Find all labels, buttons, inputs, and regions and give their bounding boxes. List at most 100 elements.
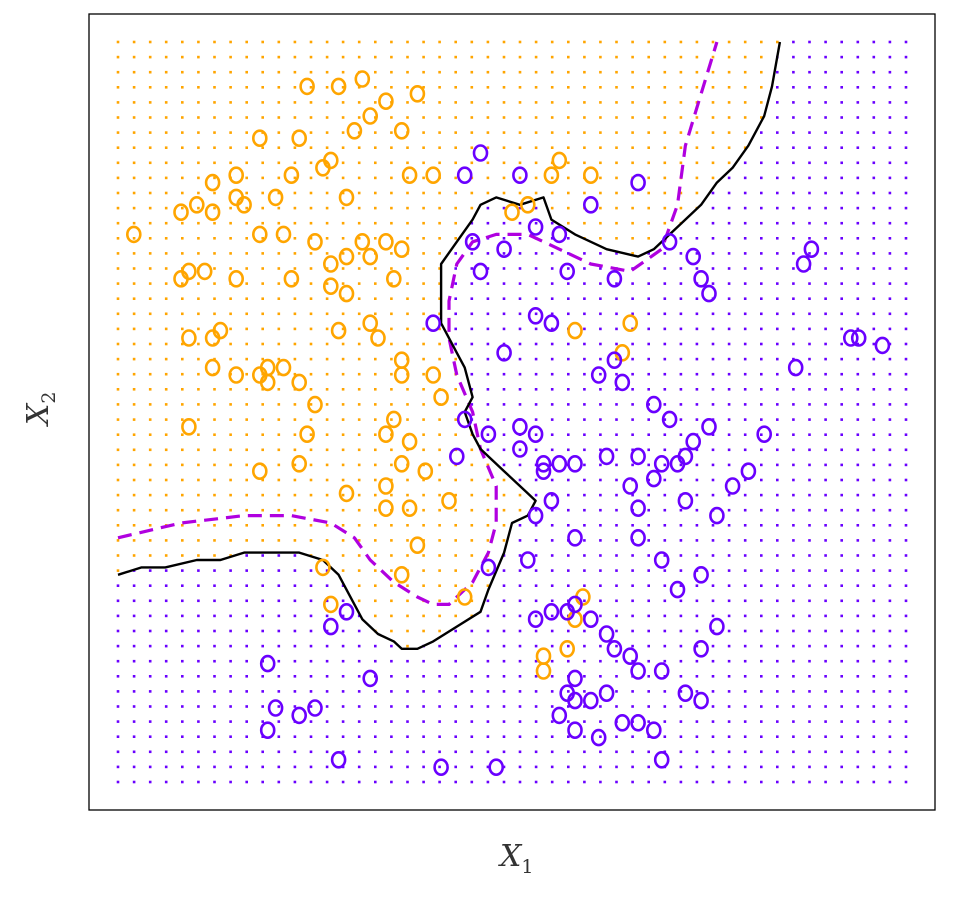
grid-dot: [679, 720, 683, 723]
grid-dot: [422, 327, 425, 331]
grid-dot: [148, 55, 152, 59]
blue-point: [448, 447, 465, 466]
grid-dot: [245, 267, 248, 270]
grid-dot: [132, 675, 136, 678]
grid-dot: [856, 297, 860, 300]
grid-dot: [261, 161, 264, 165]
blue-point: [756, 425, 773, 444]
blue-point: [535, 454, 552, 473]
grid-dot: [293, 554, 297, 557]
grid-dot: [695, 86, 699, 89]
blue-point: [693, 691, 709, 710]
grid-dot: [486, 161, 490, 165]
grid-dot: [631, 388, 634, 391]
grid-dot: [309, 327, 313, 331]
grid-dot: [840, 524, 843, 527]
grid-dot: [518, 55, 522, 59]
blue-point: [622, 647, 639, 666]
grid-dot: [550, 297, 554, 300]
grid-dot: [438, 675, 441, 678]
grid-dot: [856, 252, 860, 255]
grid-dot: [132, 644, 136, 648]
blue-point: [472, 144, 489, 162]
grid-dot: [534, 206, 538, 210]
grid-dot: [824, 327, 827, 331]
grid-dot: [776, 297, 779, 300]
grid-dot: [116, 644, 120, 648]
grid-dot: [148, 221, 152, 225]
grid-dot: [776, 675, 779, 678]
grid-dot: [599, 388, 602, 391]
grid-dot: [213, 252, 216, 255]
grid-dot: [663, 312, 667, 316]
grid-dot: [776, 70, 779, 74]
grid-dot: [470, 644, 474, 648]
grid-dot: [213, 720, 216, 723]
grid-dot: [422, 297, 425, 300]
grid-dot: [325, 388, 329, 391]
grid-dot: [856, 342, 860, 346]
grid-dot: [116, 584, 120, 587]
grid-dot: [695, 735, 699, 738]
grid-dot: [727, 599, 731, 603]
grid-dot: [325, 418, 329, 421]
grid-dot: [245, 629, 248, 633]
x-axis-label-sub: 1: [521, 856, 533, 878]
grid-dot: [776, 221, 779, 225]
grid-dot: [116, 599, 120, 603]
grid-dot: [792, 176, 795, 180]
grid-dot: [856, 372, 860, 376]
grid-dot: [856, 40, 860, 44]
grid-dot: [760, 780, 763, 784]
grid-dot: [583, 327, 586, 331]
grid-dot: [615, 357, 618, 361]
grid-dot: [390, 448, 393, 452]
grid-dot: [663, 357, 667, 361]
grid-dot: [277, 750, 281, 754]
grid-dot: [438, 750, 441, 754]
blue-point: [582, 691, 599, 710]
orange-point: [315, 159, 331, 177]
grid-dot: [213, 267, 216, 270]
grid-dot: [341, 131, 345, 134]
grid-dot: [583, 297, 586, 300]
grid-dot: [888, 735, 892, 738]
grid-dot: [840, 478, 843, 482]
grid-dot: [808, 191, 811, 195]
grid-dot: [567, 493, 570, 497]
grid-dot: [374, 70, 377, 74]
grid-dot: [438, 252, 441, 255]
grid-dot: [422, 191, 425, 195]
grid-dot: [116, 750, 120, 754]
grid-dot: [325, 146, 329, 149]
grid-dot: [164, 478, 168, 482]
grid-dot: [904, 357, 908, 361]
grid-dot: [357, 433, 361, 436]
grid-dot: [631, 659, 634, 663]
grid-dot: [116, 508, 120, 512]
grid-dot: [615, 116, 618, 119]
grid-dot: [148, 372, 152, 376]
grid-dot: [567, 735, 570, 738]
grid-dot: [856, 116, 860, 119]
grid-dot: [534, 765, 538, 769]
grid-dot: [792, 765, 795, 769]
grid-dot: [599, 599, 602, 603]
grid-dot: [518, 554, 522, 557]
grid-dot: [711, 690, 715, 693]
orange-point: [543, 166, 560, 184]
grid-dot: [502, 206, 506, 210]
grid-dot: [518, 750, 522, 754]
grid-dot: [293, 267, 297, 270]
grid-dot: [454, 750, 457, 754]
grid-dot: [743, 508, 747, 512]
grid-dot: [132, 101, 136, 104]
grid-dot: [422, 221, 425, 225]
grid-dot: [438, 554, 441, 557]
grid-dot: [181, 463, 184, 467]
grid-dot: [116, 780, 120, 784]
grid-dot: [116, 493, 120, 497]
grid-dot: [454, 342, 457, 346]
grid-dot: [148, 342, 152, 346]
grid-dot: [727, 463, 731, 467]
